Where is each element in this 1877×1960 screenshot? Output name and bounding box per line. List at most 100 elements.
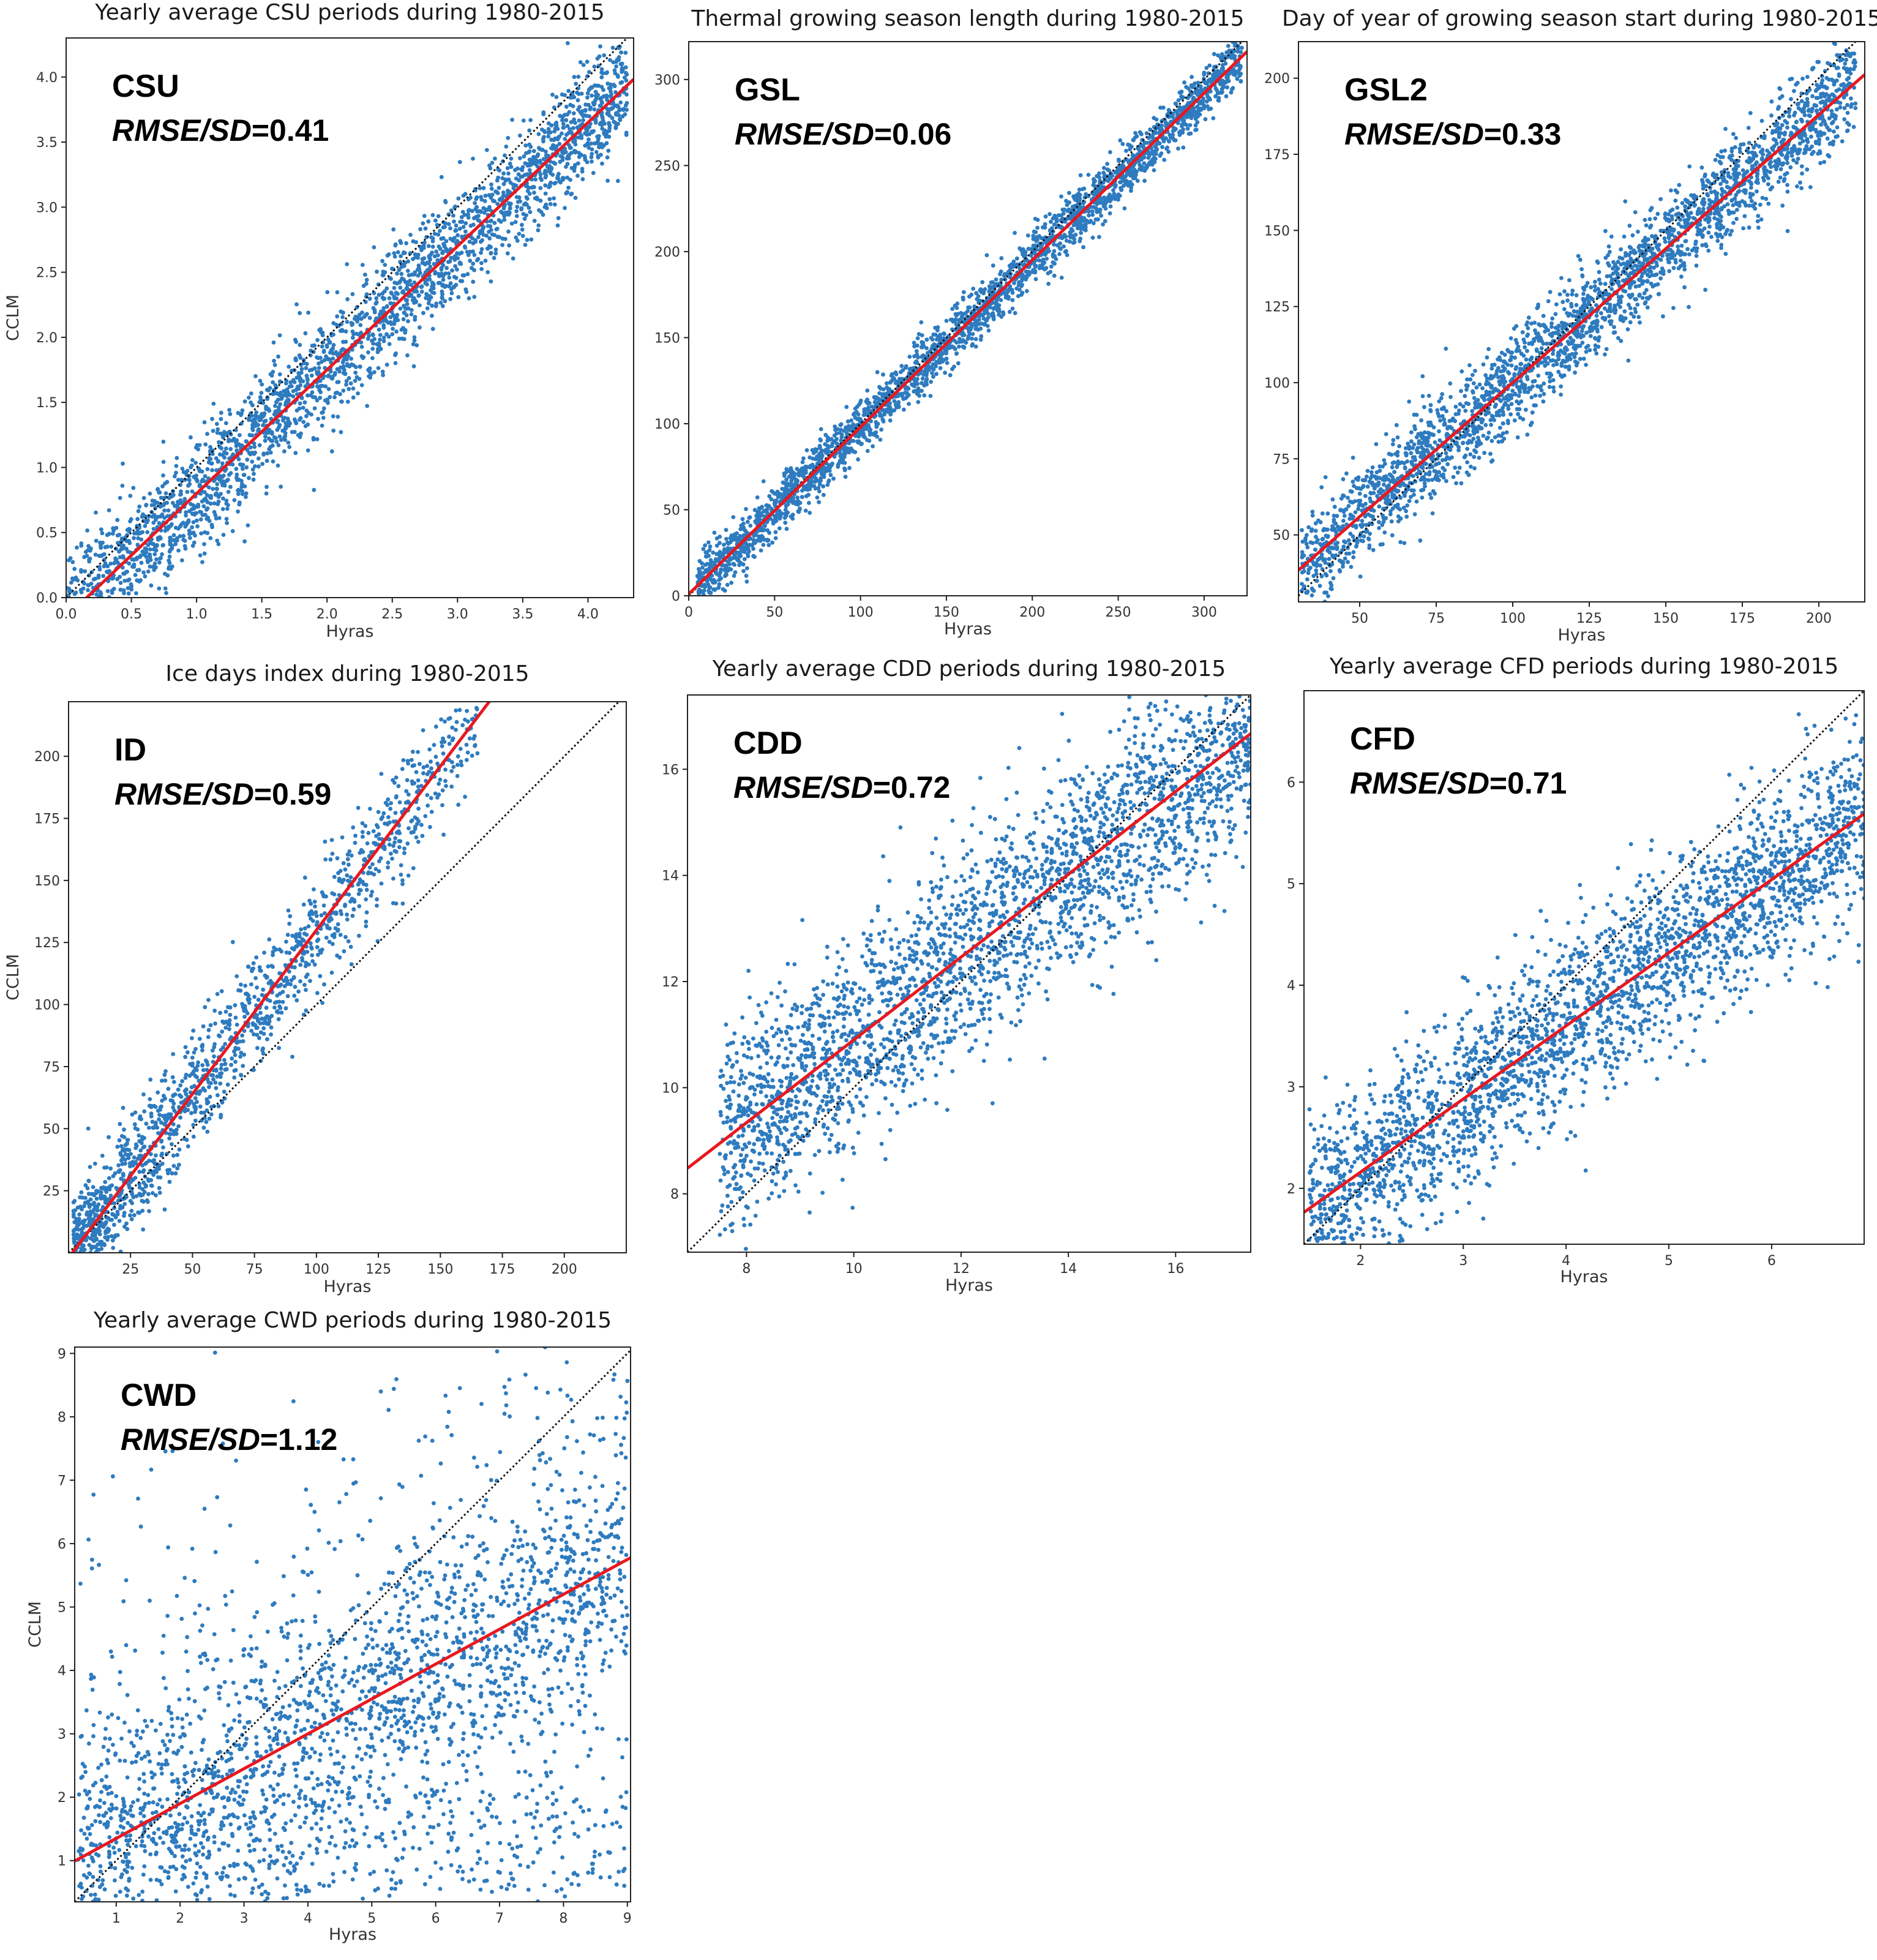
data-point xyxy=(214,456,219,460)
data-point xyxy=(244,439,249,444)
data-point xyxy=(400,336,405,341)
data-point xyxy=(131,486,136,490)
data-point xyxy=(1211,116,1216,121)
data-point xyxy=(485,223,490,228)
data-point xyxy=(566,89,571,93)
data-point xyxy=(1025,289,1029,293)
data-point xyxy=(785,502,790,506)
data-point xyxy=(511,186,516,190)
data-point xyxy=(600,126,605,131)
data-point xyxy=(141,512,145,517)
data-point xyxy=(445,249,450,254)
data-point xyxy=(121,543,126,548)
data-point xyxy=(493,156,497,161)
data-point xyxy=(803,468,808,473)
data-point xyxy=(543,191,548,196)
data-point xyxy=(413,255,418,260)
data-point xyxy=(285,416,290,421)
data-point xyxy=(312,487,317,492)
data-point xyxy=(379,309,383,314)
data-point xyxy=(111,587,116,591)
data-point xyxy=(211,429,215,434)
data-point xyxy=(91,577,96,582)
data-point xyxy=(165,514,170,519)
data-point xyxy=(904,364,909,369)
data-point xyxy=(1174,102,1178,107)
data-point xyxy=(135,543,140,547)
data-point xyxy=(94,538,99,543)
data-point xyxy=(735,558,740,562)
data-point xyxy=(1219,82,1224,86)
data-point xyxy=(217,440,221,445)
data-point xyxy=(868,427,873,432)
data-point xyxy=(79,543,84,548)
data-point xyxy=(818,437,823,441)
data-point xyxy=(1041,257,1046,262)
data-point xyxy=(190,489,195,494)
data-point xyxy=(208,501,213,506)
data-point xyxy=(568,178,572,182)
data-point xyxy=(600,114,604,119)
data-point xyxy=(522,154,526,159)
data-point xyxy=(155,487,160,491)
data-point xyxy=(916,355,920,359)
data-point xyxy=(1195,120,1200,125)
data-point xyxy=(1008,284,1013,288)
data-point xyxy=(1152,156,1156,160)
data-point xyxy=(421,310,425,315)
data-point xyxy=(331,428,336,433)
y-tick-label: 2.0 xyxy=(36,331,58,346)
data-point xyxy=(205,493,209,497)
data-point xyxy=(748,524,753,528)
data-point xyxy=(943,370,947,375)
data-point xyxy=(773,536,778,541)
data-point xyxy=(327,340,332,345)
data-point xyxy=(590,147,594,152)
data-point xyxy=(416,293,421,298)
data-point xyxy=(493,251,498,256)
data-point xyxy=(505,251,510,256)
data-point xyxy=(432,291,436,295)
data-point xyxy=(149,583,154,588)
data-point xyxy=(575,173,580,178)
data-point xyxy=(416,265,421,269)
data-point xyxy=(807,455,812,460)
data-point xyxy=(109,544,114,549)
data-point xyxy=(743,541,748,546)
data-point xyxy=(365,336,370,341)
data-point xyxy=(896,400,901,405)
data-point xyxy=(69,580,73,585)
data-point xyxy=(241,473,246,477)
data-point xyxy=(1078,173,1083,178)
data-point xyxy=(940,351,945,356)
data-point xyxy=(506,171,511,176)
data-point xyxy=(105,544,110,549)
data-point xyxy=(479,197,484,202)
data-point xyxy=(971,287,976,291)
data-point xyxy=(466,212,470,217)
data-point xyxy=(439,266,444,271)
data-point xyxy=(345,262,350,266)
data-point xyxy=(232,498,237,503)
data-point xyxy=(299,370,304,375)
data-point xyxy=(1145,140,1149,145)
data-point xyxy=(590,93,594,98)
data-point xyxy=(236,457,241,462)
data-point xyxy=(110,590,114,595)
data-point xyxy=(167,558,171,563)
data-point xyxy=(195,524,200,528)
data-point xyxy=(238,444,243,449)
data-point xyxy=(143,519,148,524)
data-point xyxy=(999,277,1004,282)
data-point xyxy=(517,231,522,236)
data-point xyxy=(105,569,109,574)
data-point xyxy=(920,333,924,337)
data-point xyxy=(465,272,470,277)
data-point xyxy=(430,303,435,308)
data-point xyxy=(94,510,98,515)
data-point xyxy=(1133,130,1137,135)
data-point xyxy=(291,394,296,399)
data-point xyxy=(830,461,834,466)
data-point xyxy=(1103,199,1107,204)
data-point xyxy=(765,538,770,542)
